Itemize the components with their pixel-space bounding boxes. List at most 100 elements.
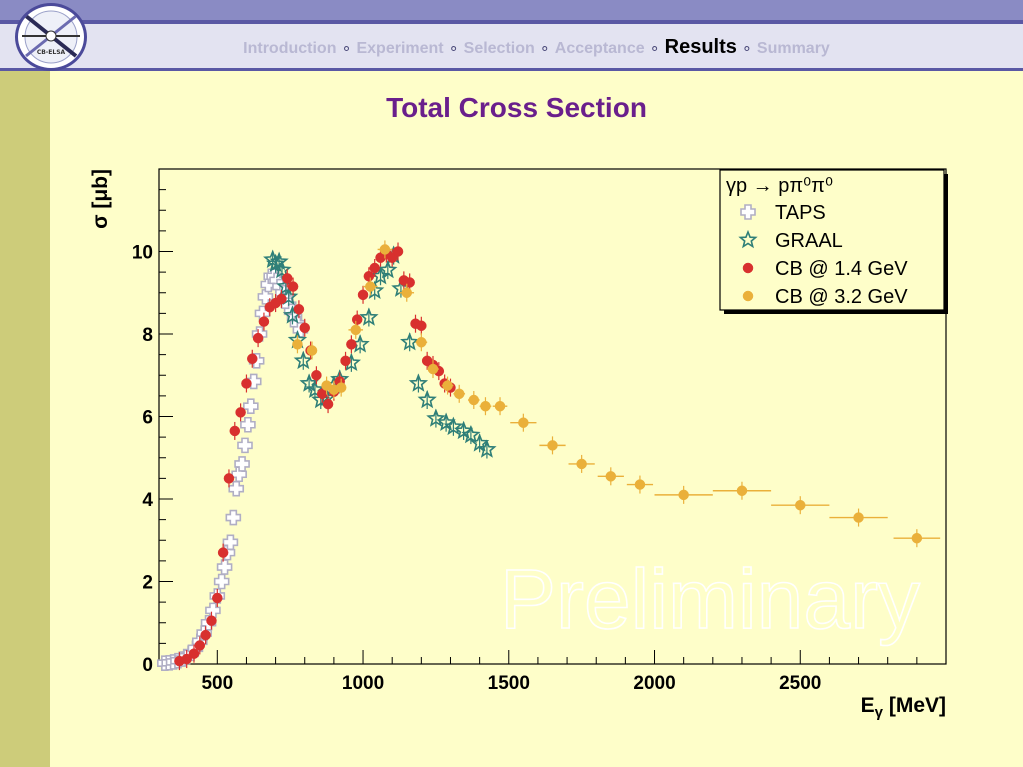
data-point (416, 337, 427, 348)
nav-separator: ∘ (448, 40, 459, 57)
header-rule-bottom (0, 68, 1023, 71)
data-point (678, 489, 689, 501)
data-point (216, 559, 233, 575)
x-tick-label: 2500 (779, 673, 821, 694)
legend-entry: TAPS (775, 202, 826, 224)
header-rule-top (0, 20, 1023, 24)
data-point (258, 316, 270, 327)
data-point (477, 439, 497, 458)
data-point (518, 417, 529, 428)
data-point (212, 592, 223, 604)
data-point (217, 547, 229, 558)
data-point (200, 629, 211, 641)
nav-item-introduction[interactable]: Introduction (243, 40, 337, 57)
data-point (453, 420, 474, 440)
legend-box (719, 169, 945, 311)
legend-entry: CB @ 1.4 GeV (775, 258, 908, 280)
data-point (306, 345, 318, 356)
data-point (408, 373, 429, 392)
data-point (205, 602, 221, 619)
series-cb-3-2-gev (292, 240, 941, 548)
data-point (229, 425, 241, 437)
data-point (359, 307, 379, 326)
x-axis-label-subscript: γ (875, 704, 884, 721)
data-point (188, 648, 200, 659)
series-cb-1-4-gev (174, 242, 456, 671)
data-point (400, 332, 420, 351)
data-point (272, 259, 292, 279)
data-point (494, 400, 506, 412)
data-point (322, 398, 334, 410)
series-taps (157, 268, 309, 671)
nav-item-summary[interactable]: Summary (756, 40, 830, 57)
data-point (853, 512, 864, 523)
data-point (252, 332, 264, 344)
data-point (276, 293, 287, 305)
data-point (206, 615, 217, 626)
nav-item-experiment[interactable]: Experiment (356, 40, 444, 57)
logo-label: CB-ELSA (36, 49, 66, 56)
data-point (282, 273, 293, 284)
y-tick-label: 6 (142, 408, 153, 429)
data-point (736, 485, 748, 496)
data-point (453, 388, 465, 400)
data-point (225, 509, 242, 526)
y-tick-label: 8 (142, 325, 153, 346)
data-point (351, 314, 363, 325)
sidebar-strip (0, 0, 50, 767)
data-point (443, 416, 464, 436)
data-point (378, 259, 398, 279)
y-tick-label: 2 (142, 573, 153, 594)
nav-separator: ∘ (341, 40, 352, 57)
data-point (605, 471, 617, 482)
x-tick-label: 1000 (342, 673, 384, 694)
y-tick-label: 0 (142, 655, 153, 676)
data-point (363, 271, 375, 282)
data-point (213, 573, 230, 590)
data-point (436, 412, 456, 431)
data-point (417, 389, 437, 409)
nav-item-selection[interactable]: Selection (463, 40, 535, 57)
nav-item-results[interactable]: Results (664, 36, 737, 58)
data-point (392, 246, 404, 257)
data-point (346, 339, 357, 350)
data-point (335, 382, 347, 393)
data-point (442, 380, 453, 391)
data-point (181, 653, 192, 665)
nav-separator: ∘ (741, 40, 752, 57)
data-point (416, 320, 427, 331)
header-band-top (0, 0, 1023, 20)
data-point (243, 398, 259, 414)
slide-title: Total Cross Section (386, 92, 647, 123)
data-point (228, 480, 245, 497)
cb-elsa-logo[interactable]: CB-ELSA (15, 3, 87, 71)
data-point (235, 407, 246, 418)
x-tick-label: 1500 (488, 673, 530, 694)
data-point (194, 640, 206, 651)
legend-marker (738, 229, 758, 249)
data-point (461, 424, 481, 444)
data-point (269, 251, 289, 271)
data-point (576, 458, 587, 470)
data-point (365, 281, 376, 292)
x-tick-label: 500 (201, 673, 233, 694)
data-point (379, 244, 391, 255)
data-point (240, 416, 256, 433)
nav-item-acceptance[interactable]: Acceptance (554, 40, 645, 57)
data-point (247, 353, 258, 364)
legend-marker (742, 262, 754, 274)
data-point (357, 289, 369, 301)
data-point (401, 287, 413, 298)
data-point (311, 370, 322, 381)
watermark-text: Preliminary (500, 552, 920, 646)
nav-separator: ∘ (649, 40, 660, 57)
data-point (795, 499, 806, 511)
data-point (222, 534, 239, 551)
data-point (350, 324, 361, 336)
data-point (293, 304, 305, 315)
header-bar (0, 0, 1023, 72)
data-point (237, 437, 253, 454)
legend-title: γp → pπ⁰π⁰ (726, 175, 833, 197)
data-point (287, 281, 299, 292)
